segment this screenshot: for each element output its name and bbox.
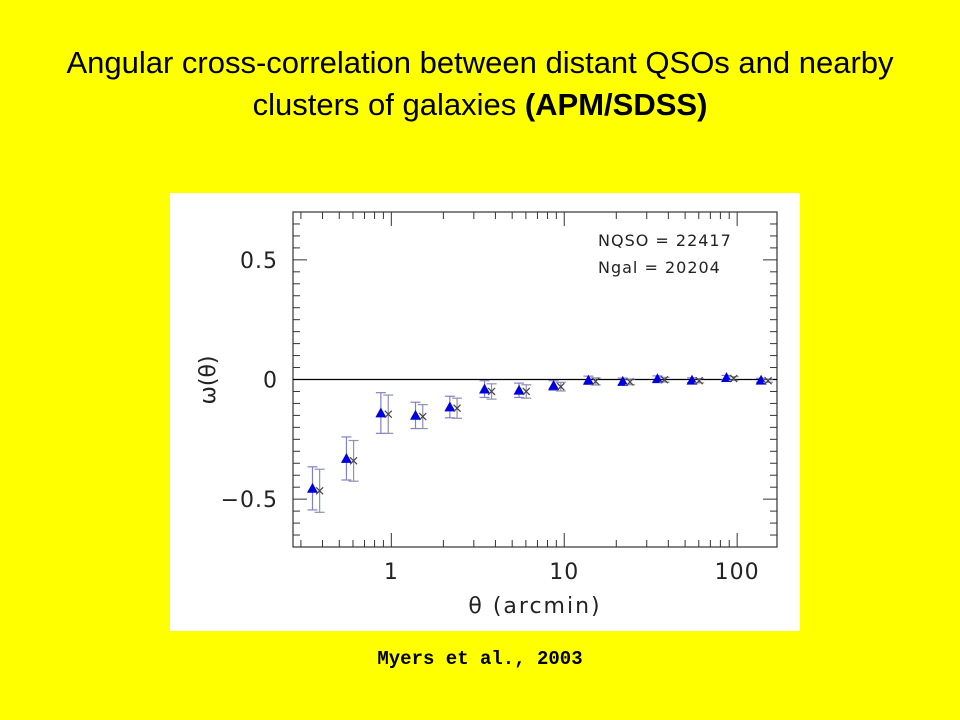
annotation-nqso: NQSO = 22417 <box>598 231 732 250</box>
data-point-triangle <box>548 379 560 390</box>
data-point-triangle <box>651 373 663 384</box>
data-point-cross <box>556 382 565 391</box>
data-point-triangle <box>306 482 318 493</box>
x-tick-label: 10 <box>549 560 579 585</box>
data-point-cross <box>315 486 324 495</box>
citation: Myers et al., 2003 <box>377 648 583 670</box>
x-tick-label: 1 <box>384 560 399 585</box>
data-point-cross <box>695 376 704 385</box>
plot-panel: 1 10 100 −0.5 0 0.5 θ (arcmin) ω(θ) NQSO = 22… <box>170 193 800 631</box>
data-point-cross <box>349 456 358 465</box>
data-point-triangle <box>410 409 422 420</box>
data-point-cross <box>626 377 634 386</box>
data-point-cross <box>764 376 773 385</box>
data-point-triangle <box>686 374 698 385</box>
data-point-triangle <box>513 384 525 395</box>
annotation-ngal: Ngal = 20204 <box>598 258 721 277</box>
data-point-triangle <box>479 383 491 394</box>
data-point-cross <box>487 387 496 396</box>
data-point-triangle <box>617 375 629 386</box>
data-point-cross <box>591 377 600 386</box>
y-tick-label: −0.5 <box>221 488 278 513</box>
tick-labels: 1 10 100 −0.5 0 0.5 <box>221 249 760 585</box>
y-axis-label: ω(θ) <box>196 355 221 404</box>
x-axis-label: θ (arcmin) <box>468 594 601 619</box>
data-point-cross <box>729 374 738 383</box>
correlation-chart: 1 10 100 −0.5 0 0.5 θ (arcmin) ω(θ) NQSO = 22… <box>196 211 778 619</box>
data-point-cross <box>660 375 669 384</box>
data-point-triangle <box>444 401 456 412</box>
data-marks <box>306 372 774 513</box>
data-point-triangle <box>721 372 733 382</box>
data-point-triangle <box>340 452 352 463</box>
slide-title: Angular cross-correlation between distan… <box>40 42 920 126</box>
y-tick-label: 0 <box>263 369 278 394</box>
data-point-cross <box>418 412 427 421</box>
data-point-cross <box>453 404 461 413</box>
slide-title-main: Angular cross-correlation between distan… <box>66 45 894 122</box>
y-tick-label: 0.5 <box>240 249 278 274</box>
x-tick-label: 100 <box>715 560 760 585</box>
data-point-cross <box>384 410 393 419</box>
axis-ticks <box>293 211 777 548</box>
data-point-triangle <box>375 407 387 418</box>
data-point-triangle <box>582 374 594 385</box>
data-point-cross <box>522 387 531 396</box>
slide-title-bold: (APM/SDSS) <box>524 87 708 122</box>
